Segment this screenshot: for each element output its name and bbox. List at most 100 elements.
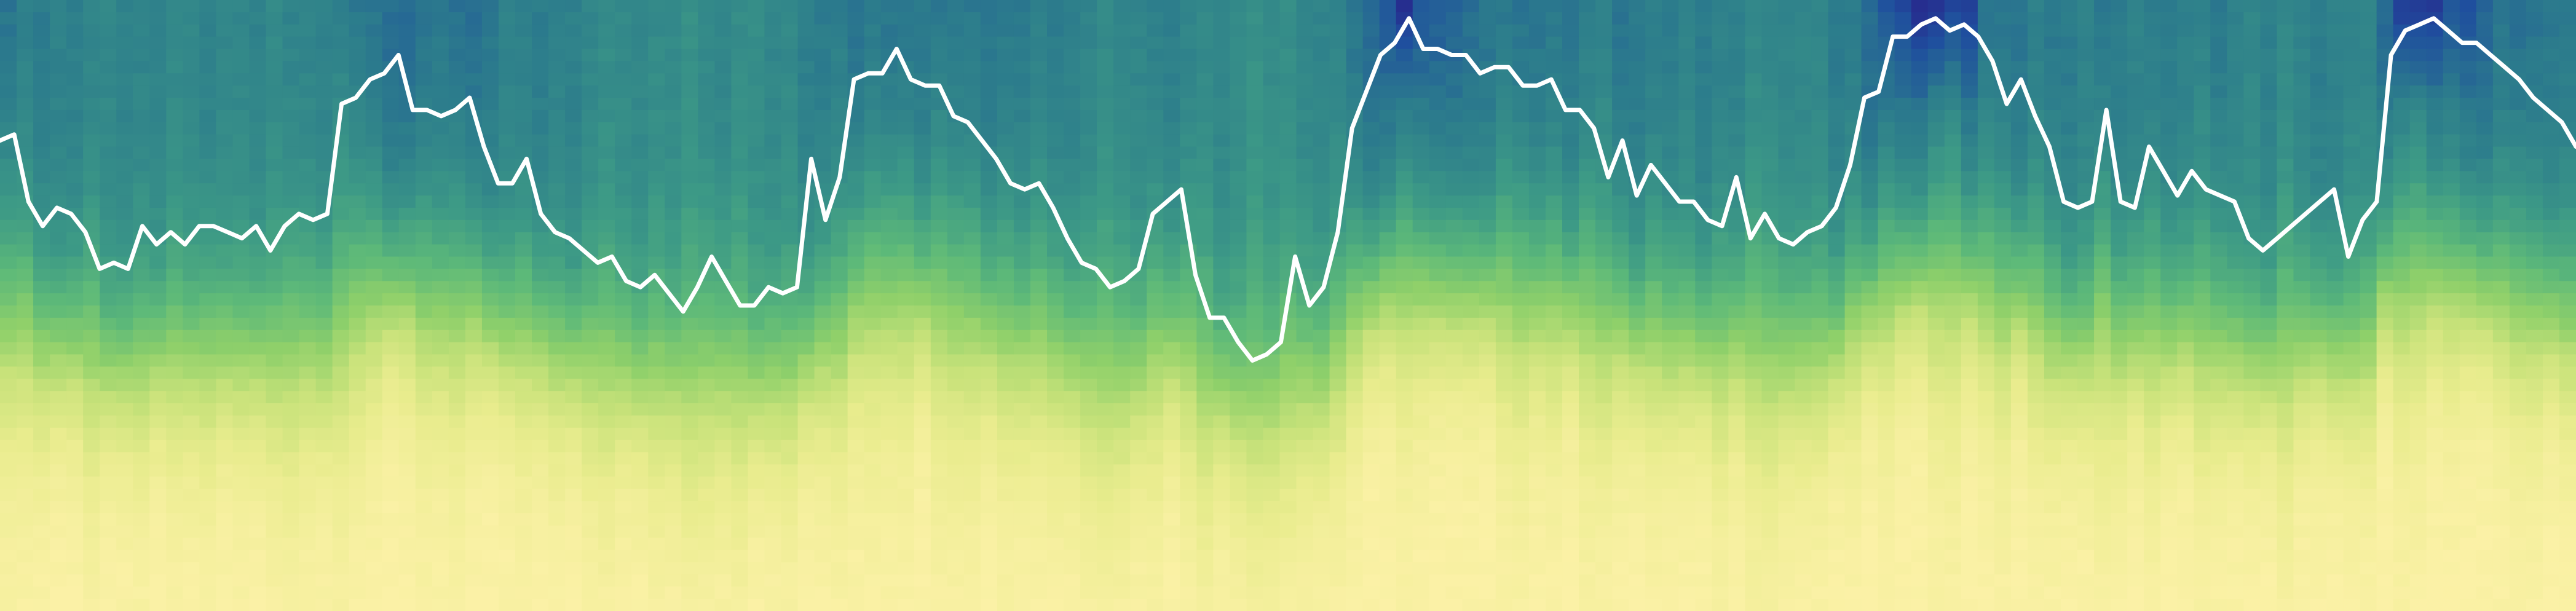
heatmap-cell <box>432 586 449 599</box>
heatmap-cell <box>1163 146 1180 160</box>
heatmap-cell <box>1130 73 1147 86</box>
heatmap-cell <box>1163 12 1180 25</box>
heatmap-cell <box>1196 122 1214 135</box>
heatmap-cell <box>33 61 50 74</box>
heatmap-cell <box>1346 85 1364 98</box>
heatmap-cell <box>216 391 234 404</box>
heatmap-cell <box>481 562 499 575</box>
heatmap-cell <box>432 489 449 502</box>
heatmap-cell <box>1579 574 1596 587</box>
heatmap-cell <box>1445 403 1463 416</box>
heatmap-cell <box>1296 0 1314 13</box>
heatmap-cell <box>1528 574 1546 587</box>
heatmap-cell <box>149 599 167 611</box>
heatmap-cell <box>382 12 400 25</box>
heatmap-cell <box>1479 391 1496 404</box>
heatmap-cell <box>1030 98 1048 111</box>
heatmap-cell <box>149 537 167 551</box>
heatmap-cell <box>1196 464 1214 477</box>
heatmap-cell <box>1296 329 1314 343</box>
heatmap-cell <box>100 513 117 526</box>
heatmap-cell <box>1196 24 1214 37</box>
heatmap-cell <box>315 599 333 611</box>
heatmap-cell <box>199 195 217 208</box>
heatmap-cell <box>0 85 17 98</box>
heatmap-cell <box>681 171 698 184</box>
heatmap-cell <box>731 122 749 135</box>
heatmap-cell <box>266 159 283 171</box>
heatmap-cell <box>565 146 582 160</box>
heatmap-cell <box>582 366 599 379</box>
heatmap-cell <box>183 122 200 135</box>
heatmap-cell <box>1246 415 1264 428</box>
heatmap-cell <box>1629 452 1646 465</box>
heatmap-cell <box>1346 586 1364 599</box>
heatmap-cell <box>1296 525 1314 538</box>
heatmap-cell <box>1147 98 1164 111</box>
heatmap-cell <box>116 244 133 258</box>
heatmap-cell <box>731 24 749 37</box>
heatmap-cell <box>1313 586 1330 599</box>
heatmap-cell <box>382 452 400 465</box>
heatmap-cell <box>914 574 931 587</box>
heatmap-cell <box>880 146 898 160</box>
heatmap-cell <box>1147 586 1164 599</box>
heatmap-cell <box>315 476 333 489</box>
heatmap-cell <box>980 489 998 502</box>
heatmap-cell <box>100 562 117 575</box>
heatmap-cell <box>432 501 449 514</box>
heatmap-cell <box>465 342 483 355</box>
heatmap-cell <box>432 281 449 294</box>
heatmap-cell <box>1080 537 1097 551</box>
heatmap-cell <box>0 232 17 245</box>
heatmap-cell <box>1546 49 1563 61</box>
heatmap-cell <box>382 146 400 160</box>
heatmap-cell <box>1445 146 1463 160</box>
heatmap-cell <box>797 415 815 428</box>
heatmap-cell <box>797 49 815 61</box>
heatmap-cell <box>365 232 383 245</box>
heatmap-cell <box>465 219 483 233</box>
heatmap-cell <box>1013 366 1031 379</box>
heatmap-cell <box>382 134 400 148</box>
heatmap-cell <box>582 537 599 551</box>
heatmap-cell <box>1412 281 1430 294</box>
heatmap-cell <box>1080 391 1097 404</box>
heatmap-cell <box>66 109 84 123</box>
heatmap-cell <box>1296 342 1314 355</box>
heatmap-cell <box>1279 427 1297 441</box>
heatmap-cell <box>1412 109 1430 123</box>
heatmap-cell <box>249 476 267 489</box>
heatmap-cell <box>1313 219 1330 233</box>
heatmap-cell <box>532 134 549 148</box>
heatmap-cell <box>1396 146 1413 160</box>
heatmap-cell <box>232 525 250 538</box>
heatmap-cell <box>1113 134 1131 148</box>
heatmap-cell <box>1412 0 1430 13</box>
heatmap-cell <box>1645 109 1662 123</box>
heatmap-cell <box>781 537 799 551</box>
heatmap-cell <box>947 232 965 245</box>
heatmap-cell <box>1412 146 1430 160</box>
heatmap-cell <box>814 525 832 538</box>
heatmap-cell <box>665 36 682 50</box>
heatmap-cell <box>100 232 117 245</box>
heatmap-cell <box>1528 403 1546 416</box>
heatmap-cell <box>1329 306 1347 318</box>
heatmap-cell <box>232 244 250 258</box>
heatmap-cell <box>398 0 416 13</box>
heatmap-cell <box>1479 122 1496 135</box>
heatmap-cell <box>1412 427 1430 441</box>
heatmap-cell <box>1213 525 1230 538</box>
heatmap-cell <box>565 232 582 245</box>
heatmap-cell <box>1064 0 1081 13</box>
heatmap-cell <box>1479 244 1496 258</box>
heatmap-cell <box>1495 98 1513 111</box>
heatmap-cell <box>1495 256 1513 269</box>
heatmap-cell <box>748 562 765 575</box>
heatmap-cell <box>1495 85 1513 98</box>
heatmap-cell <box>698 134 715 148</box>
heatmap-cell <box>432 171 449 184</box>
heatmap-cell <box>481 244 499 258</box>
heatmap-cell <box>1612 366 1629 379</box>
